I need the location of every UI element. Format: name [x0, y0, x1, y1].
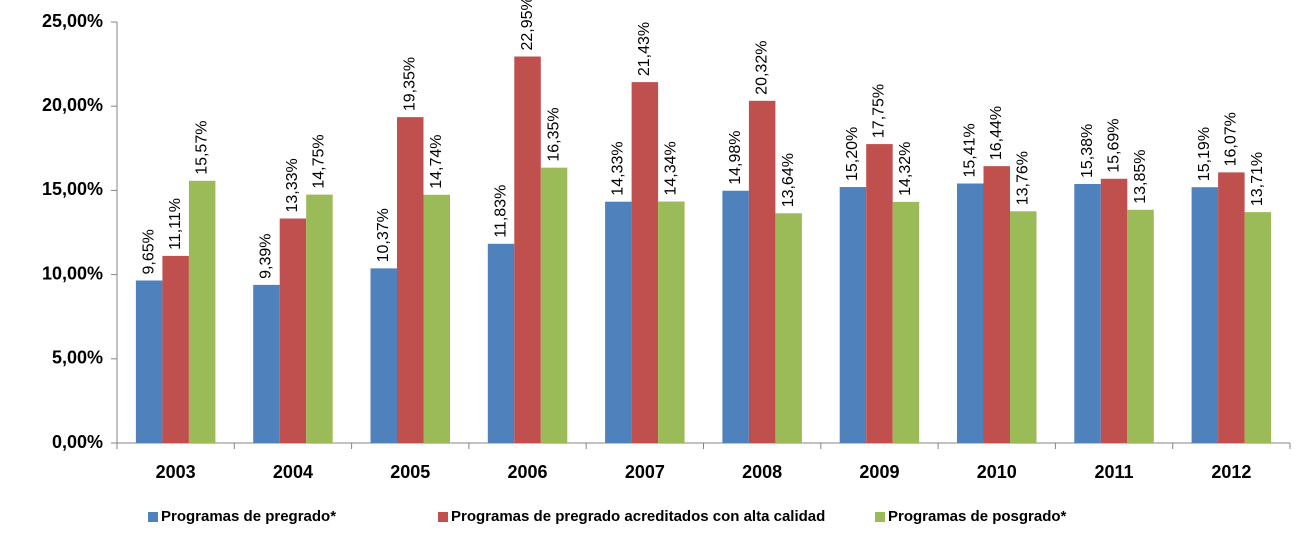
bar: [188, 180, 216, 443]
value-label: 13,76%: [1014, 151, 1031, 205]
bar: [631, 82, 659, 443]
bar: [370, 268, 397, 443]
value-label: 14,33%: [610, 141, 627, 195]
bar: [658, 201, 685, 443]
bar: [162, 255, 189, 443]
bar: [1010, 211, 1037, 443]
value-label: 15,69%: [1105, 119, 1122, 173]
bar: [135, 280, 163, 443]
x-tick-label: 2009: [859, 462, 899, 482]
bar: [306, 194, 333, 443]
value-label: 17,75%: [871, 84, 888, 138]
y-tick-label: 5,00%: [52, 348, 103, 368]
value-label: 9,39%: [258, 233, 275, 278]
bar: [722, 190, 749, 443]
x-tick-label: 2004: [273, 462, 313, 482]
value-label: 16,44%: [988, 106, 1005, 160]
value-label: 11,11%: [167, 198, 184, 250]
bar: [514, 56, 541, 443]
legend-label: Programas de pregrado acreditados con al…: [451, 508, 825, 525]
bar: [1218, 172, 1245, 443]
bar: [1074, 184, 1101, 443]
bar: [1244, 212, 1272, 443]
value-label: 22,95%: [519, 0, 536, 51]
bar: [957, 183, 984, 443]
y-tick-label: 15,00%: [42, 179, 103, 199]
value-label: 15,38%: [1079, 124, 1096, 178]
value-label: 16,35%: [545, 107, 562, 161]
value-label: 14,74%: [428, 135, 445, 189]
x-tick-label: 2006: [508, 462, 548, 482]
value-label: 15,20%: [844, 127, 861, 181]
bar: [983, 166, 1010, 444]
bar: [605, 201, 632, 443]
y-tick-label: 25,00%: [42, 11, 103, 31]
y-tick-label: 20,00%: [42, 95, 103, 115]
y-tick-label: 0,00%: [52, 432, 103, 452]
bar: [397, 117, 424, 444]
value-label: 19,35%: [401, 57, 418, 111]
value-label: 14,98%: [727, 130, 744, 184]
bar: [279, 218, 307, 443]
bar: [1191, 187, 1219, 443]
legend-swatch: [438, 512, 448, 522]
legend-swatch: [148, 512, 158, 522]
bar: [487, 243, 515, 443]
value-label: 13,33%: [284, 158, 301, 212]
x-tick-label: 2010: [977, 462, 1017, 482]
x-tick-label: 2008: [742, 462, 782, 482]
value-label: 10,37%: [375, 208, 392, 262]
bar: [775, 213, 802, 443]
bar: [866, 144, 893, 443]
bar: [1127, 209, 1154, 443]
value-label: 14,34%: [663, 141, 680, 195]
value-label: 15,57%: [193, 121, 210, 175]
value-label: 16,07%: [1223, 112, 1240, 166]
legend-swatch: [875, 512, 885, 522]
value-label: 14,32%: [897, 142, 914, 196]
legend-label: Programas de pregrado*: [161, 508, 336, 525]
value-label: 15,19%: [1196, 127, 1213, 181]
y-tick-label: 10,00%: [42, 263, 103, 283]
bar: [1100, 178, 1128, 443]
value-label: 11,83%: [492, 185, 509, 238]
value-label: 13,85%: [1132, 150, 1149, 204]
value-label: 9,65%: [140, 229, 157, 274]
bar: [540, 167, 568, 443]
legend-label: Programas de posgrado*: [888, 508, 1067, 525]
value-label: 21,43%: [636, 22, 653, 76]
x-tick-label: 2007: [625, 462, 665, 482]
value-label: 14,75%: [311, 134, 328, 188]
value-label: 20,32%: [753, 41, 770, 95]
value-label: 13,64%: [780, 153, 797, 207]
bar: [839, 187, 867, 443]
bar: [423, 194, 450, 443]
x-tick-label: 2011: [1095, 462, 1134, 482]
bar: [892, 201, 920, 443]
value-label: 15,41%: [961, 123, 978, 177]
x-tick-label: 2005: [390, 462, 430, 482]
x-tick-label: 2003: [156, 462, 196, 482]
bar: [748, 100, 776, 443]
x-tick-label: 2012: [1211, 462, 1251, 482]
value-label: 13,71%: [1249, 152, 1266, 206]
bar: [253, 284, 280, 443]
